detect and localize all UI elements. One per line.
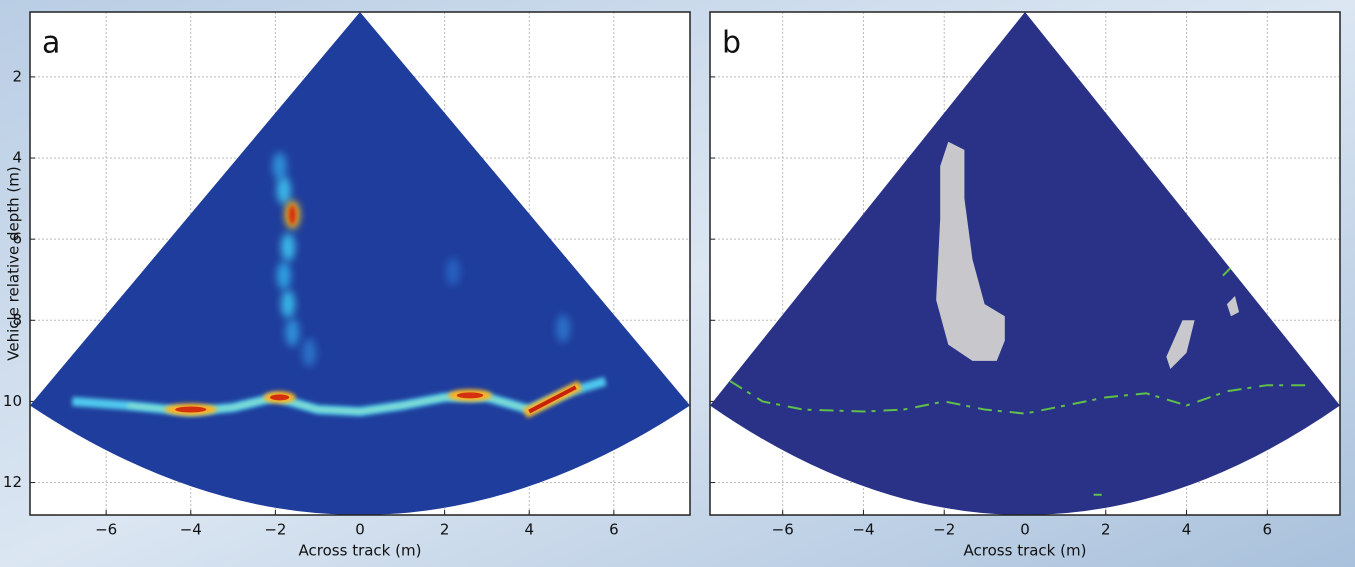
y-tick-label: 4 [12,149,22,167]
x-tick-label: 2 [1101,521,1111,539]
x-tick-label: 0 [355,521,365,539]
sonar-returns [729,141,1308,496]
x-tick-label: −2 [933,521,955,539]
x-axis-label: Across track (m) [299,542,422,560]
chart-panel: −6 −4 −2 0 2 4 6 b Across track (m) [709,11,1341,560]
y-axis-label: Vehicle relative depth (m) [5,166,23,361]
sonar-returns [71,12,607,515]
echo [285,318,300,347]
echo [302,338,317,367]
x-tick-label: 2 [440,521,450,539]
x-tick-label: −4 [180,521,202,539]
x-tick-label: −6 [95,521,117,539]
x-tick-label: 4 [524,521,534,539]
seafloor-detection [729,380,1308,415]
target-region [936,141,1005,361]
echo-hot [175,406,207,413]
echo [556,314,571,343]
panel-letter: a [42,26,60,61]
y-tick-label: 12 [3,473,22,491]
echo-hot [456,392,484,399]
target-region [1166,320,1195,369]
y-tick-label: 6 [12,230,22,248]
echo [446,257,461,286]
echo [272,152,287,181]
sonar-fan [710,12,1340,515]
y-tick-label: 2 [12,67,22,85]
x-tick-label: 0 [1020,521,1030,539]
echo [276,176,291,205]
x-axis-label: Across track (m) [964,542,1087,560]
echo-hot [528,385,577,414]
x-tick-label: 6 [609,521,619,539]
echo [281,233,296,262]
target-region [1226,295,1240,317]
y-tick-label: 8 [12,311,22,329]
x-tick-label: −6 [772,521,794,539]
x-tick-label: 6 [1263,521,1273,539]
y-tick-label: 10 [3,392,22,410]
echo-hot [270,394,290,401]
echo [281,290,296,319]
plot-frame [709,11,1341,516]
x-tick-label: −4 [852,521,874,539]
echo [276,261,291,290]
plot-frame [29,11,691,516]
echo-hot [288,204,297,225]
x-tick-label: −2 [264,521,286,539]
panel-letter: b [722,26,741,61]
chart-panel: −6 −4 −2 0 2 4 6 2 4 6 8 10 12 a Across track (m) Vehic… [3,11,691,560]
x-tick-label: 4 [1182,521,1192,539]
